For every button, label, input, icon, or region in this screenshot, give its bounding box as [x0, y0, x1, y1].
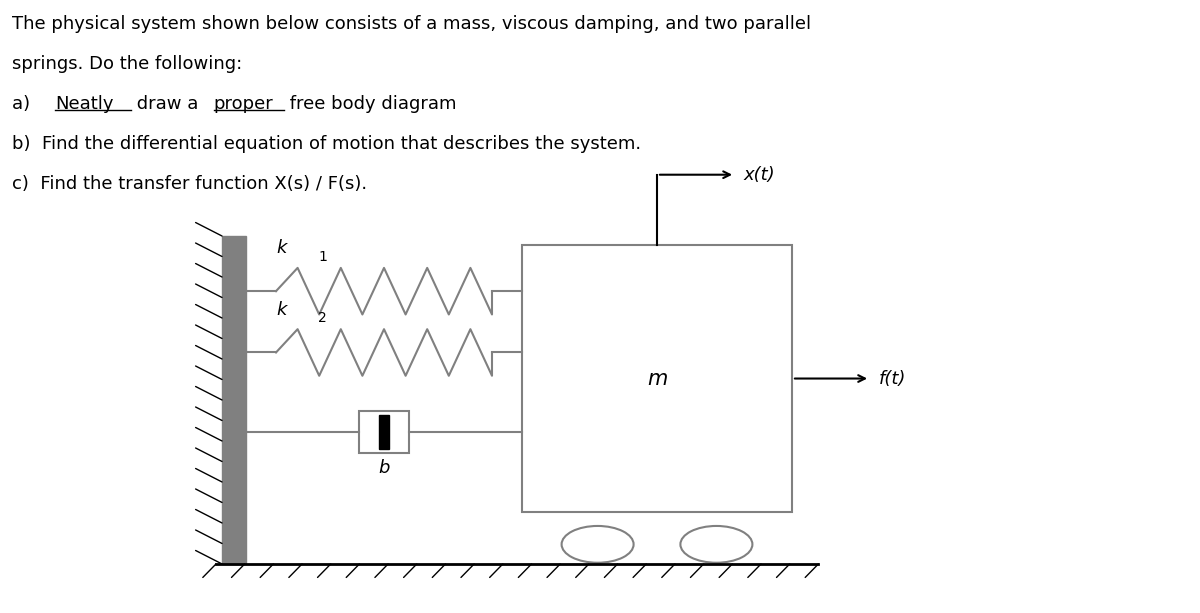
Text: b)  Find the differential equation of motion that describes the system.: b) Find the differential equation of mot…	[12, 135, 641, 153]
Text: k: k	[276, 301, 287, 319]
Text: a): a)	[12, 95, 42, 113]
Text: springs. Do the following:: springs. Do the following:	[12, 55, 242, 73]
Text: 2: 2	[318, 311, 326, 325]
Text: c)  Find the transfer function X(s) / F(s).: c) Find the transfer function X(s) / F(s…	[12, 175, 367, 192]
Text: Neatly: Neatly	[55, 95, 114, 113]
Text: The physical system shown below consists of a mass, viscous damping, and two par: The physical system shown below consists…	[12, 15, 811, 33]
Text: k: k	[276, 240, 287, 257]
Text: x(t): x(t)	[744, 166, 775, 184]
Bar	[359, 411, 409, 453]
Text: m: m	[647, 368, 667, 389]
Bar	[522, 245, 792, 512]
Text: f(t): f(t)	[878, 370, 906, 387]
Text: proper: proper	[214, 95, 274, 113]
Text: 1: 1	[318, 249, 326, 264]
Text: draw a: draw a	[131, 95, 204, 113]
Text: b: b	[378, 459, 390, 477]
Bar	[379, 415, 390, 449]
Bar	[222, 236, 246, 564]
Text: free body diagram: free body diagram	[284, 95, 457, 113]
